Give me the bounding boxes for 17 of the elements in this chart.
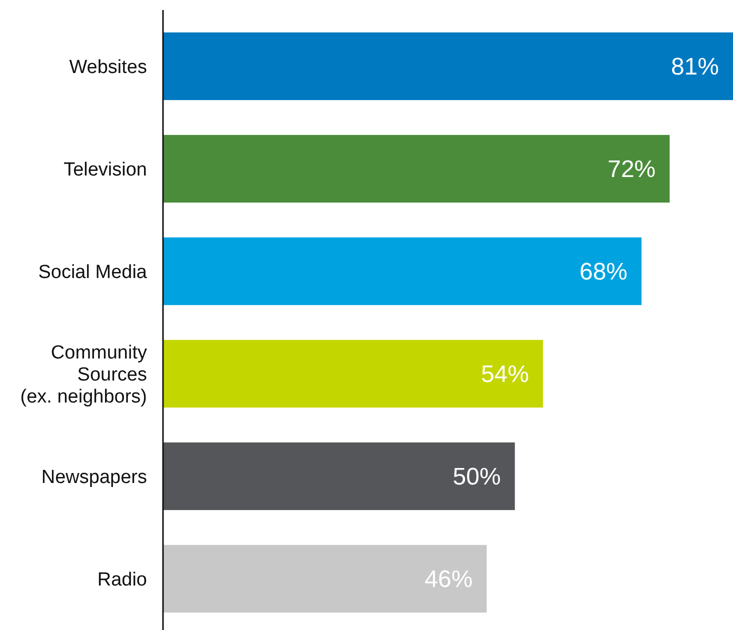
data-label: 81% [670, 54, 719, 81]
data-label: 50% [452, 464, 501, 491]
y-tick-label: Community Sources (ex. neighbors) [20, 342, 148, 408]
y-tick-label: Television [64, 159, 147, 180]
bar [163, 442, 515, 510]
bar [163, 32, 733, 100]
y-tick-label: Radio [97, 569, 147, 590]
y-tick-label: Websites [69, 56, 147, 78]
bar [163, 544, 487, 613]
data-label: 54% [480, 361, 529, 388]
bar [163, 340, 543, 408]
data-label: 68% [579, 258, 628, 286]
data-label: 72% [608, 156, 656, 184]
y-tick-label: Newspapers [41, 466, 147, 488]
y-tick-label: Social Media [38, 262, 148, 283]
bar [163, 134, 670, 203]
bar [163, 237, 642, 306]
